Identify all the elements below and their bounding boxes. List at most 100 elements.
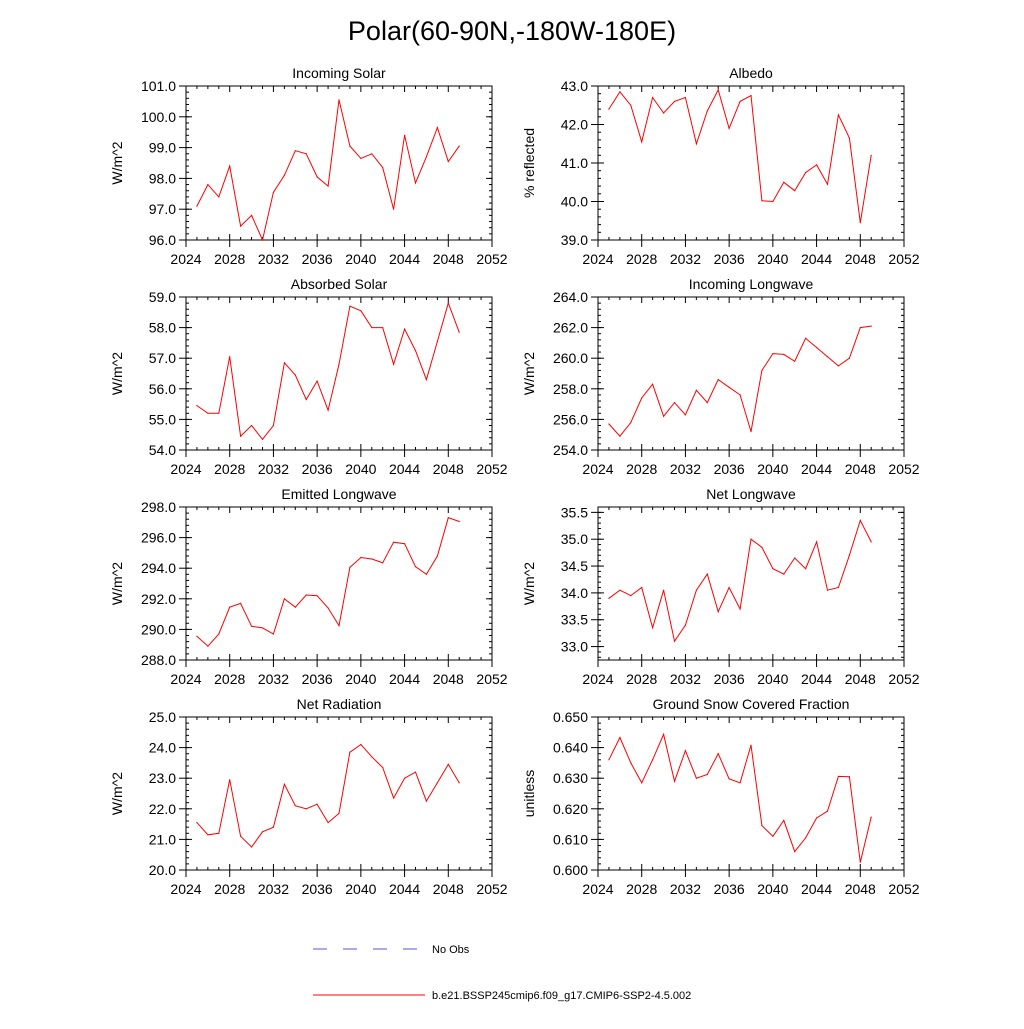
y-tick-label: 288.0 <box>141 652 176 668</box>
x-tick-label: 2040 <box>345 251 376 267</box>
x-tick-label: 2048 <box>433 461 464 477</box>
x-tick-label: 2036 <box>714 671 745 687</box>
plot-frame <box>185 85 493 241</box>
data-point <box>414 182 417 184</box>
plot-frame <box>597 506 905 661</box>
y-tick-label: 33.0 <box>561 639 588 655</box>
x-tick-label: 2036 <box>714 251 745 267</box>
data-point <box>739 608 741 610</box>
y-tick-label: 56.0 <box>149 381 176 397</box>
data-point <box>371 153 373 155</box>
series-line <box>196 743 460 848</box>
x-tick-label: 2040 <box>345 881 376 897</box>
data-point <box>794 557 796 559</box>
x-tick-label: 2036 <box>302 251 333 267</box>
data-point <box>327 409 329 411</box>
data-point <box>360 556 362 559</box>
data-point <box>207 184 209 186</box>
chart-panel: Net Radiation W/m^2 2024 2028 2032 2036 2040 20… <box>109 696 508 897</box>
data-point <box>196 635 198 637</box>
x-tick-label: 2036 <box>302 461 333 477</box>
data-point <box>783 819 785 822</box>
y-axis-label: W/m^2 <box>109 352 125 395</box>
data-point <box>794 851 796 853</box>
y-tick-label: 262.0 <box>553 320 588 336</box>
x-tick-label: 2048 <box>433 881 464 897</box>
data-point <box>251 625 253 627</box>
chart-title: Albedo <box>729 65 773 81</box>
data-point <box>393 797 395 799</box>
y-tick-label: 256.0 <box>553 411 588 427</box>
y-tick-label: 35.5 <box>561 504 588 520</box>
data-point <box>447 517 449 519</box>
legend-obs-label: No Obs <box>432 944 470 956</box>
data-point <box>414 350 417 352</box>
data-point <box>826 810 829 812</box>
data-point <box>316 176 318 178</box>
data-point <box>816 346 818 349</box>
x-tick-label: 2036 <box>302 671 333 687</box>
data-point <box>739 394 741 396</box>
data-point <box>196 822 198 824</box>
x-tick-label: 2044 <box>389 671 420 687</box>
data-point <box>283 362 285 364</box>
data-point <box>717 753 719 755</box>
data-point <box>229 779 231 781</box>
data-point <box>695 777 698 779</box>
data-point <box>750 744 752 746</box>
series-line <box>196 99 460 242</box>
data-point <box>728 386 730 388</box>
data-point <box>848 137 851 139</box>
data-point <box>772 835 774 837</box>
data-point <box>283 174 285 176</box>
chart-title: Ground Snow Covered Fraction <box>653 696 850 712</box>
data-point <box>728 127 730 129</box>
data-point <box>305 398 307 401</box>
chart-title: Emitted Longwave <box>281 486 396 502</box>
data-point <box>229 606 231 608</box>
data-point <box>327 607 329 609</box>
data-point <box>684 750 687 752</box>
x-tick-label: 2024 <box>582 251 613 267</box>
data-point <box>338 363 340 365</box>
data-point <box>608 108 610 110</box>
y-tick-label: 21.0 <box>149 831 176 847</box>
data-point <box>837 365 840 367</box>
data-point <box>870 816 872 818</box>
data-point <box>870 325 872 327</box>
data-point <box>349 566 351 569</box>
chart-title: Absorbed Solar <box>291 276 388 292</box>
y-axis-label: unitless <box>521 770 537 817</box>
x-tick-label: 2044 <box>389 461 420 477</box>
data-point <box>283 598 285 600</box>
x-tick-label: 2040 <box>345 461 376 477</box>
y-tick-label: 0.650 <box>553 709 588 725</box>
x-tick-label: 2052 <box>476 671 507 687</box>
data-point <box>338 99 340 101</box>
data-point <box>272 633 274 635</box>
y-tick-label: 290.0 <box>141 621 176 637</box>
data-point <box>447 302 449 304</box>
data-point <box>684 414 687 416</box>
data-point <box>848 357 851 359</box>
x-tick-label: 2052 <box>476 881 507 897</box>
data-point <box>294 606 296 608</box>
data-point <box>240 835 242 837</box>
data-point <box>641 782 643 784</box>
x-tick-label: 2036 <box>714 881 745 897</box>
y-tick-label: 100.0 <box>141 109 176 125</box>
y-tick-label: 292.0 <box>141 591 176 607</box>
data-point <box>316 380 318 382</box>
data-point <box>218 196 220 198</box>
x-tick-label: 2040 <box>757 461 788 477</box>
data-point <box>619 91 621 93</box>
chart-panel: Emitted Longwave W/m^2 2024 2028 2032 2036 204… <box>109 486 508 687</box>
data-point <box>837 775 840 778</box>
data-point <box>436 555 438 557</box>
data-point <box>316 595 318 597</box>
x-tick-label: 2032 <box>258 461 289 477</box>
y-axis-label: W/m^2 <box>109 562 125 605</box>
data-point <box>305 153 307 155</box>
data-point <box>641 586 643 589</box>
x-tick-label: 2028 <box>626 251 657 267</box>
